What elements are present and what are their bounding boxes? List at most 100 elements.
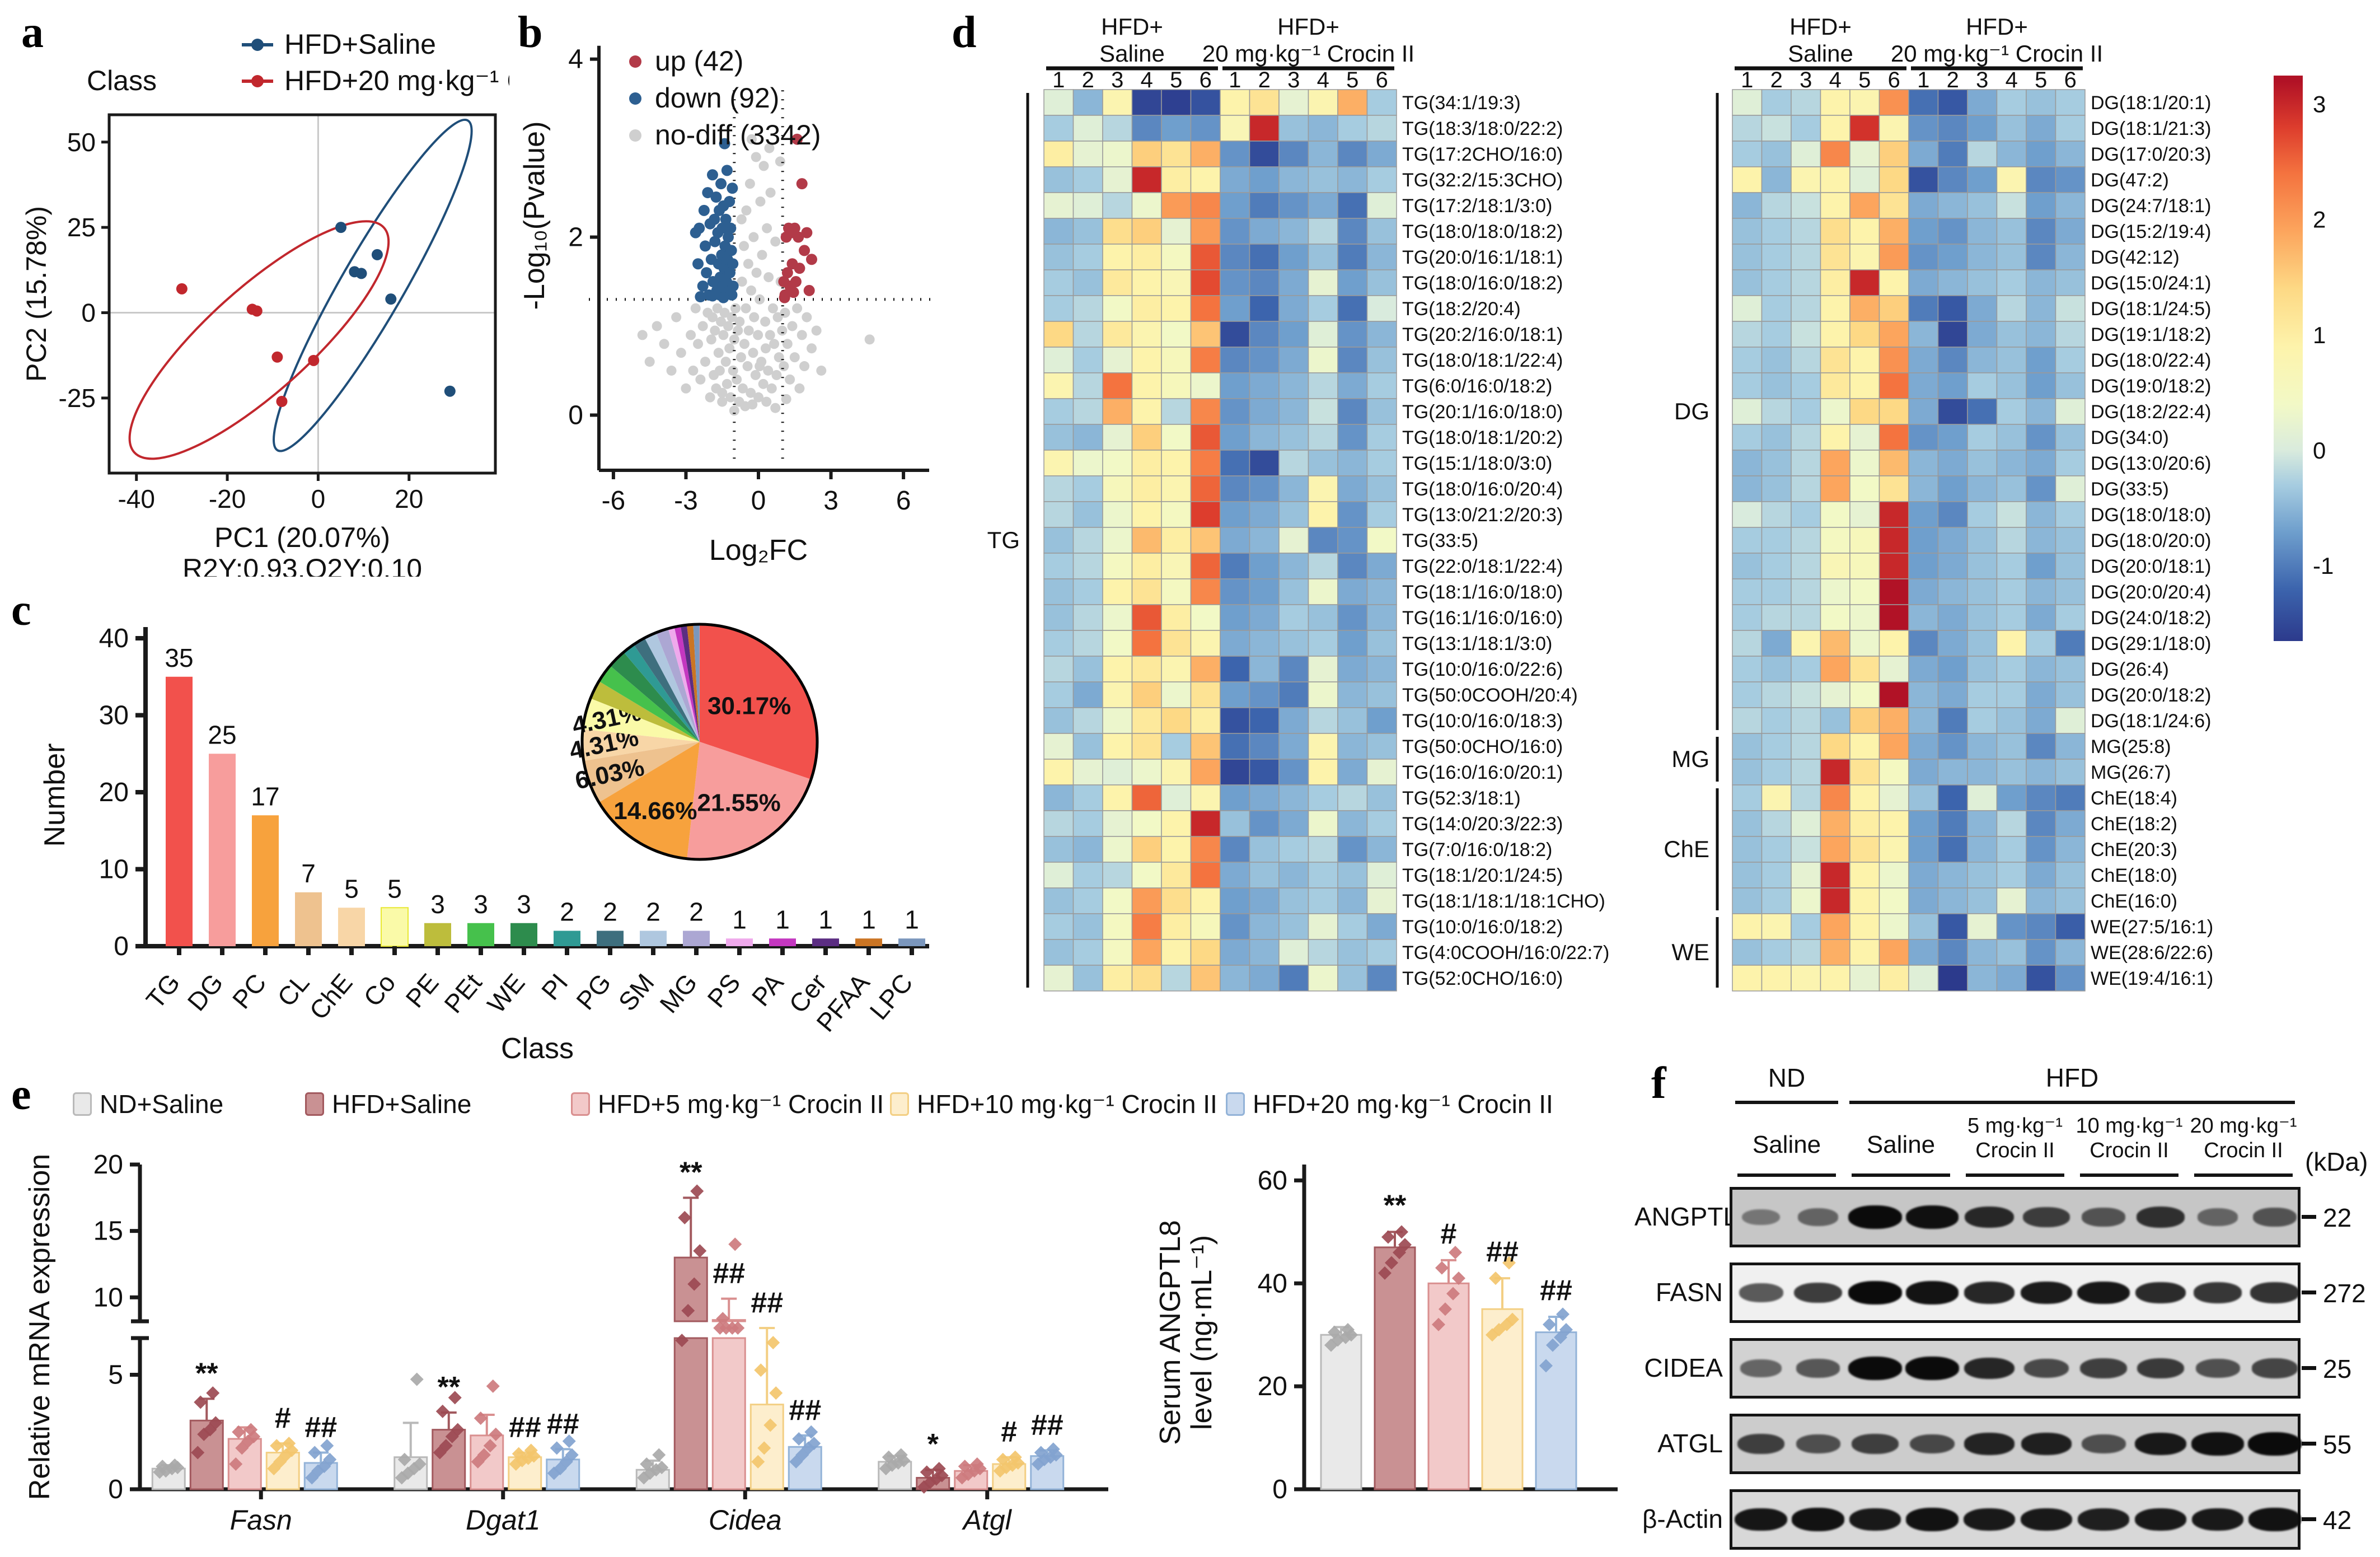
heatmap-cell [1249, 759, 1280, 785]
volcano-point [706, 334, 716, 345]
heatmap-cell [1878, 939, 1909, 966]
heatmap-cell [1161, 681, 1192, 708]
significance-label: ## [713, 1257, 745, 1290]
data-point-diamond [232, 1425, 246, 1439]
heatmap-cell [1820, 630, 1850, 657]
volcano-point [709, 213, 720, 225]
heatmap-cell [1072, 630, 1103, 657]
heatmap-cell [1820, 553, 1850, 579]
protein-band [2080, 1358, 2127, 1378]
heatmap-cell [1220, 759, 1250, 785]
data-point-diamond [1049, 1448, 1063, 1462]
heatmap-cell [1308, 939, 1338, 966]
heatmap-cell [1761, 965, 1792, 992]
heatmap-row-label: TG(10:0/16:0/22:6) [1402, 659, 1563, 680]
treatment-underline [2194, 1173, 2293, 1177]
data-point-diamond [1539, 1359, 1553, 1373]
data-point-diamond [754, 1363, 768, 1377]
data-point-diamond [191, 1446, 205, 1460]
heatmap-cell [1249, 321, 1280, 348]
heatmap-cell [1937, 681, 1968, 708]
heatmap-cell [1791, 398, 1821, 425]
heatmap-cell [1761, 89, 1792, 116]
hfd-underline [1849, 1101, 2295, 1104]
protein-band [1964, 1433, 2014, 1455]
volcano-point [742, 361, 753, 372]
heatmap-cell [1366, 604, 1397, 631]
class-bar [640, 931, 667, 946]
heatmap-row-label: TG(52:3/18:1) [1402, 788, 1521, 809]
heatmap-cell [1761, 295, 1792, 322]
heatmap-cell [1131, 810, 1162, 837]
x-tick-label: 3 [823, 486, 838, 516]
heatmap-cell [1249, 166, 1280, 193]
legend-marker [629, 129, 641, 142]
heatmap-cell [1131, 887, 1162, 914]
volcano-point [737, 383, 748, 394]
data-point-diamond [206, 1386, 220, 1400]
protein-band [2134, 1508, 2187, 1531]
data-point-diamond [1543, 1317, 1556, 1331]
heatmap-cell [1791, 424, 1821, 451]
heatmap-cell [1190, 604, 1221, 631]
heatmap-cell [1278, 424, 1309, 451]
heatmap-cell [1161, 244, 1192, 270]
volcano-point [763, 272, 774, 283]
heatmap-cell [1131, 141, 1162, 167]
heatmap-cell [1878, 424, 1909, 451]
col-group-line1: HFD+ [1789, 13, 1852, 40]
heatmap-cell [2055, 707, 2086, 734]
heatmap-row-label: TG(16:0/16:0/20:1) [1402, 762, 1563, 783]
heatmap-cell [2055, 295, 2086, 322]
heatmap-cell [1996, 887, 2027, 914]
volcano-point [763, 365, 774, 376]
volcano-point [787, 321, 798, 331]
data-point-diamond [970, 1457, 984, 1471]
legend-swatch [571, 1092, 590, 1116]
heatmap-cell [1937, 630, 1968, 657]
heatmap-cell [1102, 115, 1133, 142]
data-point-diamond [439, 1439, 453, 1453]
data-point-diamond [1393, 1246, 1406, 1260]
heatmap-cell [1043, 321, 1074, 348]
heatmap-cell [1967, 733, 1998, 760]
treatment-sublabel: Saline [1866, 1131, 1936, 1158]
heatmap-cell [2055, 862, 2086, 889]
volcano-point [737, 277, 747, 287]
heatmap-cell [1190, 424, 1221, 451]
heatmap-cell [1366, 862, 1397, 889]
heatmap-row-label: TG(13:1/18:1/3:0) [1402, 633, 1552, 654]
heatmap-cell [1249, 501, 1280, 528]
heatmap-cell [1308, 733, 1338, 760]
pca-point [371, 249, 383, 260]
volcano-point [755, 361, 765, 372]
heatmap-cell [1278, 862, 1309, 889]
heatmap-cell [1337, 862, 1368, 889]
heatmap-cell [1337, 501, 1368, 528]
bar [1481, 1308, 1524, 1490]
heatmap-cell [1190, 887, 1221, 914]
heatmap-cell [1043, 630, 1074, 657]
blot-image [1730, 1338, 2301, 1399]
heatmap-cell [1043, 141, 1074, 167]
blot-image [1730, 1414, 2302, 1474]
model-stats-label: R2Y:0.93,Q2Y:0.10 [182, 553, 422, 577]
heatmap-cell [2055, 784, 2086, 811]
heatmap-cell [1220, 166, 1250, 193]
heatmap-row-label: DG(13:0/20:6) [2091, 453, 2211, 474]
heatmap-cell [1131, 244, 1162, 270]
heatmap-cell [2026, 269, 2056, 296]
data-point-diamond [751, 1455, 765, 1469]
volcano-point [741, 205, 752, 216]
heatmap-cell [1072, 784, 1103, 811]
data-point-diamond [678, 1210, 692, 1224]
heatmap-cell [1967, 681, 1998, 708]
heatmap-cell [1308, 604, 1338, 631]
heatmap-cell [1996, 604, 2027, 631]
heatmap-cell [1072, 810, 1103, 837]
heatmap-cell [1249, 836, 1280, 863]
heatmap-cell [1337, 656, 1368, 682]
heatmap-row-label: TG(18:1/20:1/24:5) [1402, 865, 1563, 886]
heatmap-cell [2055, 321, 2086, 348]
heatmap-cell [1878, 501, 1909, 528]
